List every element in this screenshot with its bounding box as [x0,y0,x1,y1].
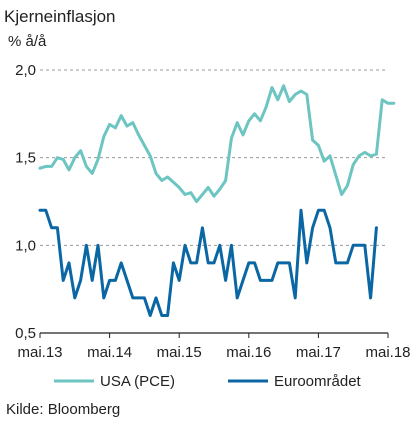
legend-label: USA (PCE) [100,373,175,390]
y-tick-label: 2,0 [15,62,36,79]
y-axis-unit: % å/å [8,33,47,50]
x-tick-label: mai.16 [226,344,271,361]
legend: USA (PCE) Euroområdet [54,373,362,390]
x-tick-label: mai.13 [17,344,62,361]
x-tick-labels: mai.13 mai.14 mai.15 mai.16 mai.17 mai.18 [17,333,411,361]
series-line-0 [38,84,396,203]
y-tick-label: 1,5 [15,150,36,167]
x-tick-label: mai.18 [365,344,410,361]
chart-title: Kjerneinflasjon [4,7,116,26]
y-tick-label: 0,5 [15,325,36,342]
source-note: Kilde: Bloomberg [6,401,120,418]
x-tick-label: mai.14 [87,344,132,361]
series-line-1 [38,208,378,317]
x-tick-label: mai.17 [296,344,341,361]
y-tick-labels: 0,5 1,0 1,5 2,0 [15,62,36,342]
gridlines [40,69,388,246]
y-tick-label: 1,0 [15,237,36,254]
legend-label: Euroområdet [274,373,362,390]
x-tick-label: mai.15 [157,344,202,361]
series-lines [38,84,396,317]
